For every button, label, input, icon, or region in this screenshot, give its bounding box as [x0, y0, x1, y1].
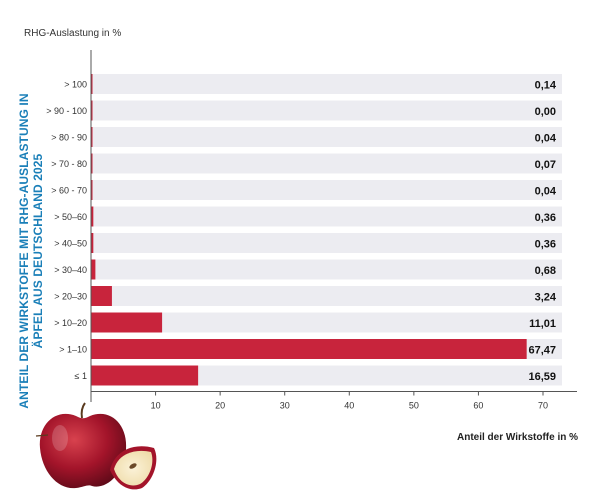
- value-labels: 0,14 0,00 0,04 0,07 0,04 0,36 0,36 0,68 3,24 11,0…: [528, 80, 556, 384]
- x-tick-label: 10: [151, 401, 161, 411]
- background-tracks: [91, 74, 562, 386]
- value-label: 0,36: [535, 239, 556, 251]
- category-label: > 40–50: [54, 239, 87, 249]
- category-label: > 90 - 100: [46, 106, 87, 116]
- x-axis-title: Anteil der Wirkstoffe in %: [457, 432, 579, 443]
- bar-track: [91, 100, 562, 121]
- bar: [91, 286, 112, 306]
- chart-title: ANTEIL DER WIRKSTOFFE MIT RHG-AUSLASTUNG…: [17, 93, 45, 409]
- bar-track: [91, 206, 562, 227]
- x-tick-label: 50: [409, 401, 419, 411]
- bar-track: [91, 233, 562, 253]
- bar: [91, 259, 96, 280]
- value-label: 0,04: [535, 133, 557, 145]
- bar-track: [91, 153, 562, 174]
- bar: [91, 206, 94, 227]
- bar-track: [91, 180, 562, 200]
- category-label: > 10–20: [54, 318, 87, 328]
- apple-illustration: [35, 402, 157, 490]
- bar-track: [91, 74, 562, 94]
- bar-track: [91, 259, 562, 280]
- category-label: > 20–30: [54, 292, 87, 302]
- x-tick-label: 70: [538, 401, 548, 411]
- x-tick-label: 60: [473, 401, 483, 411]
- value-label: 0,68: [535, 265, 556, 277]
- bar: [91, 312, 163, 333]
- x-tick-label: 40: [344, 401, 354, 411]
- category-label: > 30–40: [54, 265, 87, 275]
- category-label: > 1–10: [59, 345, 87, 355]
- bar: [91, 127, 93, 147]
- bar: [91, 233, 94, 253]
- bars: [91, 74, 527, 386]
- x-tick-label: 30: [280, 401, 290, 411]
- value-label: 67,47: [528, 345, 556, 357]
- bar-track: [91, 127, 562, 147]
- category-label: > 70 - 80: [51, 159, 87, 169]
- category-label: > 50–60: [54, 212, 87, 222]
- bar: [91, 339, 527, 359]
- bar-track: [91, 286, 562, 306]
- x-axis: 10 20 30 40 50 60 70: [90, 50, 577, 411]
- bar: [91, 100, 93, 121]
- y-axis-label: RHG-Auslastung in %: [24, 28, 122, 39]
- bar: [91, 153, 93, 174]
- category-label: ≤ 1: [75, 371, 87, 381]
- value-label: 0,36: [535, 212, 556, 224]
- category-labels: > 100 > 90 - 100 > 80 - 90 > 70 - 80 > 60 - …: [46, 80, 87, 382]
- category-label: > 80 - 90: [51, 133, 87, 143]
- bar-track: [91, 365, 562, 386]
- value-label: 0,04: [535, 186, 557, 198]
- category-label: > 100: [64, 80, 87, 90]
- value-label: 0,00: [535, 106, 556, 118]
- bar: [91, 74, 93, 94]
- value-label: 11,01: [529, 318, 556, 330]
- bar: [91, 365, 199, 386]
- category-label: > 60 - 70: [51, 186, 87, 196]
- x-tick-label: 20: [215, 401, 225, 411]
- bar-track: [91, 312, 562, 333]
- value-label: 16,59: [528, 371, 556, 383]
- value-label: 3,24: [535, 292, 557, 304]
- bar: [91, 180, 93, 200]
- value-label: 0,14: [535, 80, 557, 92]
- value-label: 0,07: [535, 159, 556, 171]
